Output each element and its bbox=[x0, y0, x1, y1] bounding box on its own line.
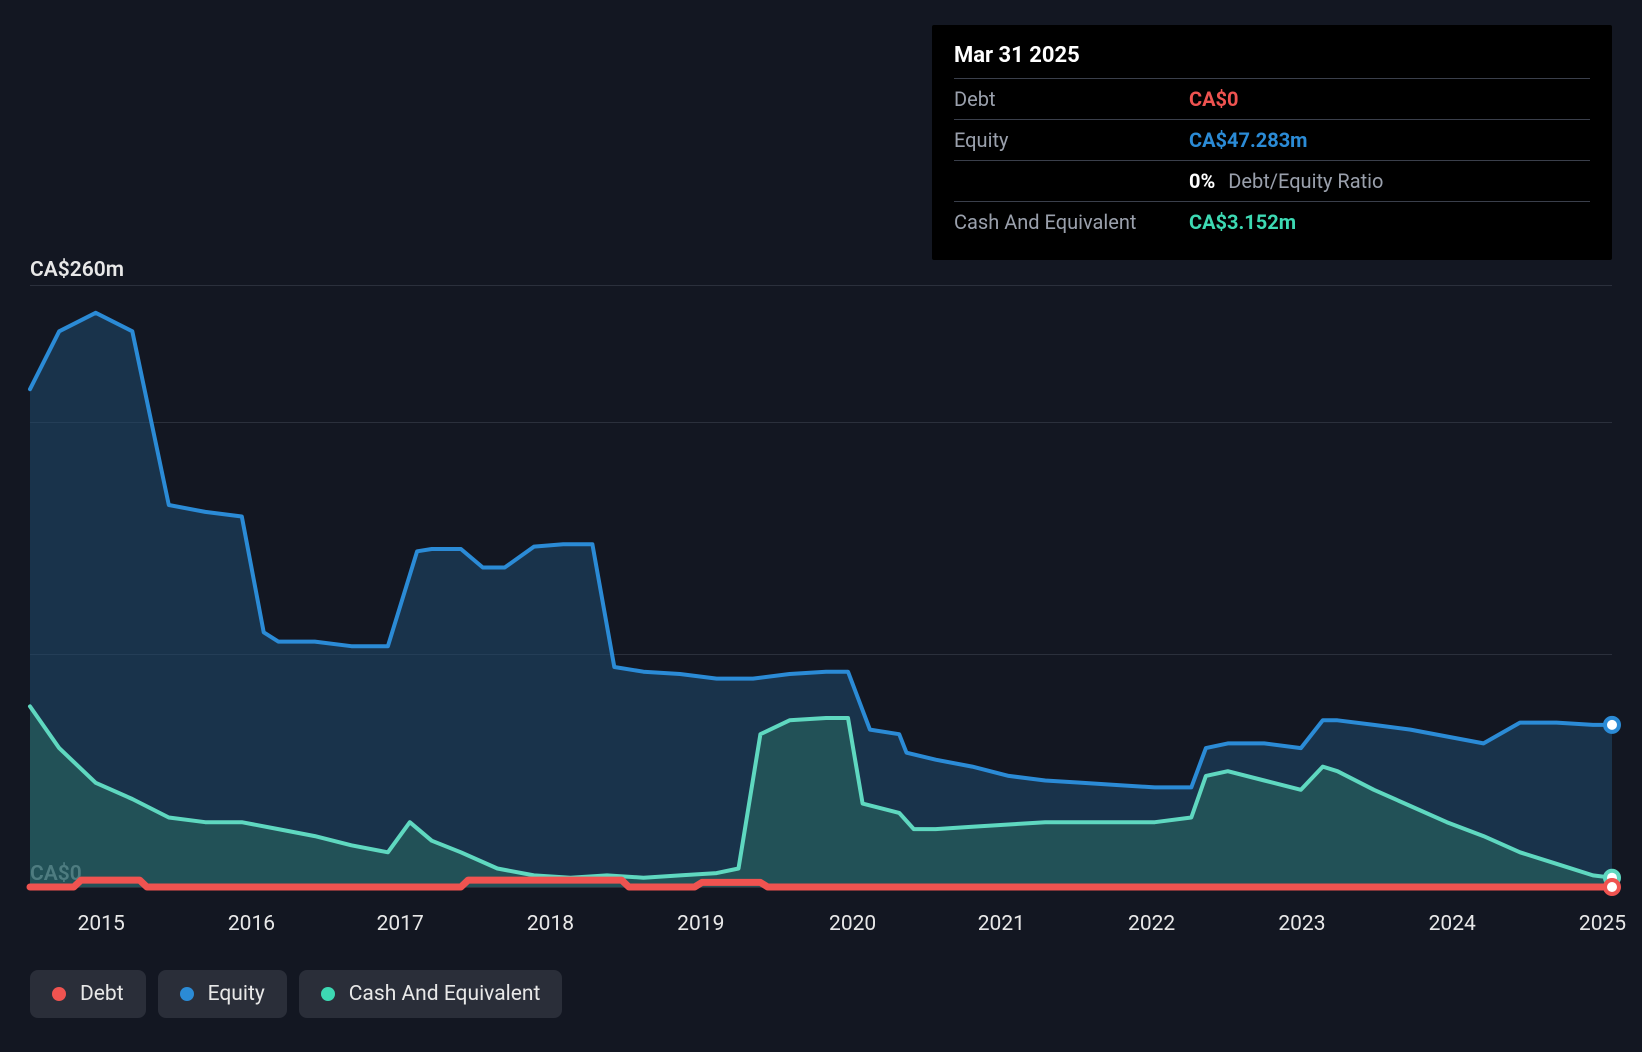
legend-dot-cash bbox=[321, 987, 335, 1001]
tooltip-label bbox=[954, 169, 1189, 193]
legend-item-debt[interactable]: Debt bbox=[30, 970, 146, 1018]
legend-item-equity[interactable]: Equity bbox=[158, 970, 287, 1018]
tooltip-label: Debt bbox=[954, 87, 1189, 111]
legend-dot-equity bbox=[180, 987, 194, 1001]
tooltip-row: 0% Debt/Equity Ratio bbox=[954, 160, 1590, 201]
x-axis-label: 2021 bbox=[978, 912, 1025, 936]
plot-area[interactable] bbox=[30, 285, 1612, 887]
x-axis-label: 2022 bbox=[1128, 912, 1175, 936]
tooltip-extra: Debt/Equity Ratio bbox=[1228, 169, 1383, 193]
x-axis-label: 2024 bbox=[1429, 912, 1476, 936]
x-axis-label: 2016 bbox=[228, 912, 275, 936]
tooltip-label: Equity bbox=[954, 128, 1189, 152]
tooltip-value: CA$0 bbox=[1189, 87, 1238, 111]
tooltip-value: 0% Debt/Equity Ratio bbox=[1189, 169, 1383, 193]
tooltip-row: EquityCA$47.283m bbox=[954, 119, 1590, 160]
chart-svg bbox=[30, 285, 1612, 887]
legend: Debt Equity Cash And Equivalent bbox=[30, 970, 562, 1018]
tooltip-value: CA$47.283m bbox=[1189, 128, 1308, 152]
x-axis-label: 2019 bbox=[677, 912, 724, 936]
x-axis-label: 2017 bbox=[377, 912, 424, 936]
x-axis-label: 2015 bbox=[78, 912, 125, 936]
legend-label: Debt bbox=[80, 982, 124, 1006]
financial-chart: CA$260m CA$0 2015 2016 2017 2018 2019 2020 202… bbox=[0, 0, 1642, 1052]
x-axis-label: 2020 bbox=[829, 912, 876, 936]
y-axis-label-max: CA$260m bbox=[30, 258, 124, 282]
legend-label: Cash And Equivalent bbox=[349, 982, 541, 1006]
x-axis-label: 2023 bbox=[1278, 912, 1325, 936]
tooltip-date: Mar 31 2025 bbox=[954, 43, 1590, 78]
tooltip-row: DebtCA$0 bbox=[954, 78, 1590, 119]
tooltip-value: CA$3.152m bbox=[1189, 210, 1296, 234]
tooltip-row: Cash And EquivalentCA$3.152m bbox=[954, 201, 1590, 242]
tooltip-label: Cash And Equivalent bbox=[954, 210, 1189, 234]
x-axis-label: 2018 bbox=[527, 912, 574, 936]
legend-item-cash[interactable]: Cash And Equivalent bbox=[299, 970, 563, 1018]
x-axis-label: 2025 bbox=[1579, 912, 1626, 936]
legend-label: Equity bbox=[208, 982, 265, 1006]
legend-dot-debt bbox=[52, 987, 66, 1001]
hover-tooltip: Mar 31 2025 DebtCA$0EquityCA$47.283m0% D… bbox=[932, 25, 1612, 260]
